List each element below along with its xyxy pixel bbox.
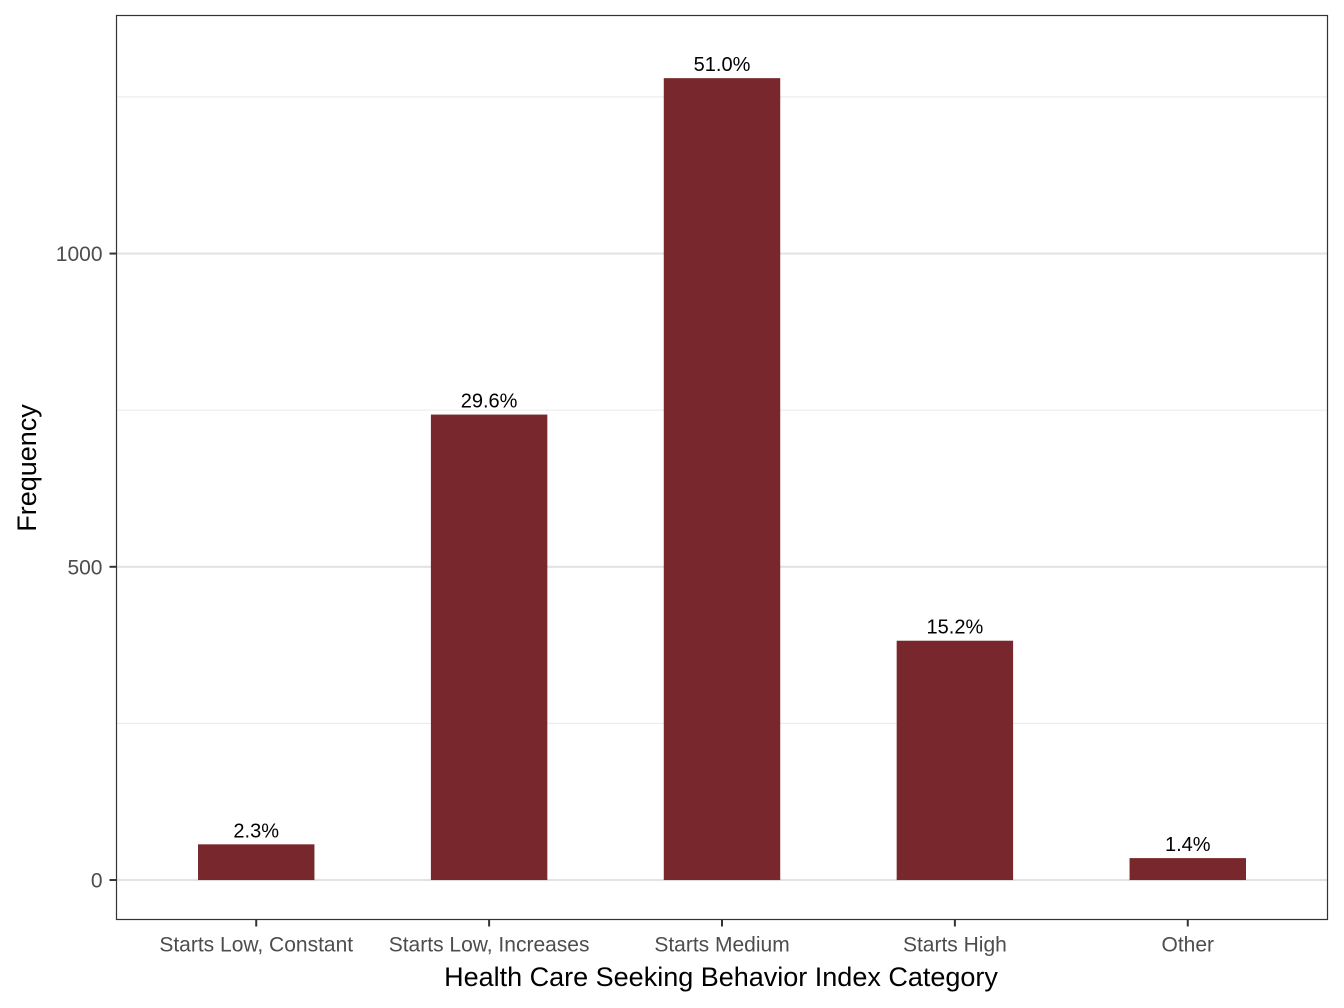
bar-4 (896, 640, 1014, 881)
axes: 0 500 1000 Starts Low, Constant Starts Low, … (56, 243, 1214, 956)
data-label-3: 51.0% (694, 54, 751, 76)
x-tick-label: Starts High (903, 934, 1007, 957)
data-label-2: 29.6% (461, 391, 518, 413)
bar-1 (198, 844, 315, 881)
bar-5 (1129, 858, 1246, 881)
y-axis-title: Frequency (12, 404, 42, 532)
data-label-5: 1.4% (1165, 834, 1211, 856)
bar-3 (663, 78, 781, 881)
x-tick-label: Other (1162, 934, 1215, 957)
bar-2 (430, 414, 548, 881)
x-axis-title: Health Care Seeking Behavior Index Categ… (444, 962, 998, 992)
y-tick-label: 0 (91, 870, 103, 893)
y-tick-label: 500 (67, 556, 102, 579)
data-label-4: 15.2% (927, 617, 984, 639)
data-label-1: 2.3% (233, 820, 279, 842)
y-tick-label: 1000 (56, 243, 103, 266)
x-tick-label: Starts Medium (654, 934, 789, 957)
x-tick-label: Starts Low, Increases (389, 934, 590, 957)
data-labels: 2.3% 29.6% 51.0% 15.2% 1.4% (233, 54, 1210, 856)
x-tick-label: Starts Low, Constant (159, 934, 353, 957)
bars (198, 78, 1246, 881)
